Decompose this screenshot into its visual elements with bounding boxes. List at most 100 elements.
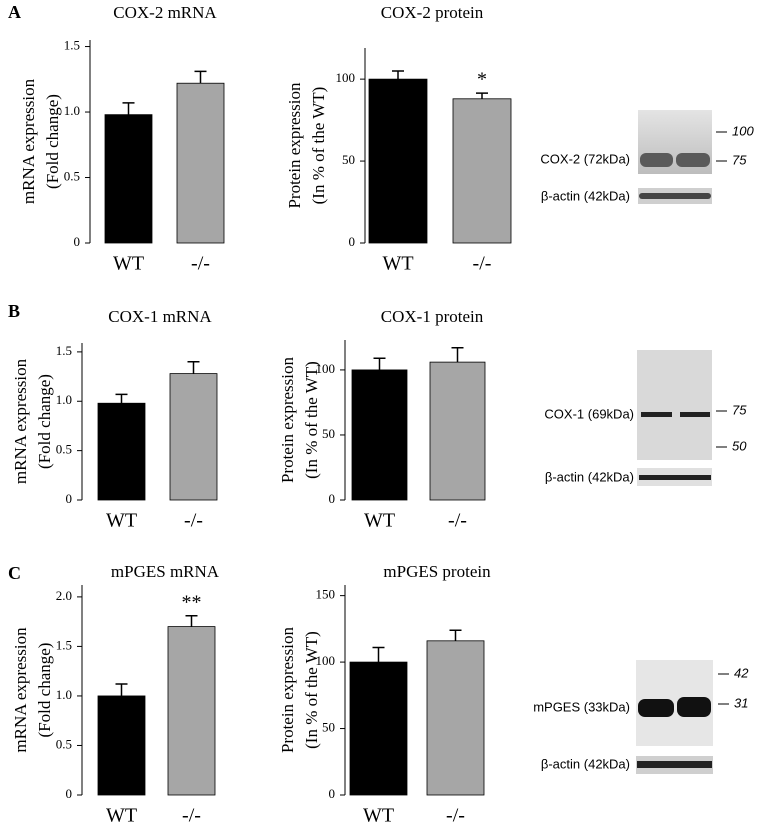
y-tick-label: 0.5 [64,169,80,184]
blot-label: β-actin (42kDa) [541,756,630,771]
y-axis-label: (Fold change) [43,94,62,189]
y-axis-label: Protein expression [278,356,297,483]
band [676,153,710,167]
y-tick-label: 0 [74,234,81,249]
y-tick-label: 0.5 [56,736,72,751]
error-bar [194,70,207,84]
y-axis-label: (Fold change) [35,643,54,738]
marker-label: 100 [732,123,754,138]
x-tick-label: WT [382,253,413,275]
y-tick-label: 0 [329,491,336,506]
x-tick-label: WT [364,510,395,532]
bar [167,626,216,796]
y-tick-label: 1.0 [56,392,72,407]
x-tick-label: -/- [184,510,203,532]
chart-title: COX-1 protein [381,307,484,326]
y-axis-label: mRNA expression [19,78,38,204]
y-axis-label: (Fold change) [35,374,54,469]
blot-label: β-actin (42kDa) [545,469,634,484]
y-tick-label: 150 [316,587,336,602]
y-axis-label: Protein expression [278,626,297,753]
significance: ** [182,591,202,613]
bar [97,402,146,501]
y-tick-label: 50 [342,152,355,167]
band [640,153,673,167]
error-bar [449,629,462,641]
y-axis-label: mRNA expression [11,627,30,753]
error-bar [373,357,386,370]
y-tick-label: 0 [66,491,73,506]
bar [97,695,146,796]
error-bar [115,683,128,696]
y-tick-label: 1.5 [64,38,80,53]
y-axis-label: Protein expression [285,82,304,209]
bar [426,640,485,796]
x-tick-label: WT [106,510,137,532]
error-bar [476,92,488,99]
blot-label: COX-2 (72kDa) [540,151,630,166]
x-tick-label: -/- [191,253,210,275]
y-tick-label: 0 [66,786,73,801]
y-axis-label: (In % of the WT) [302,361,321,479]
band [637,761,712,768]
bar [104,114,153,244]
y-tick-label: 1.5 [56,637,72,652]
x-tick-label: WT [106,805,137,827]
marker-label: 42 [734,665,749,680]
band [677,697,711,717]
bar [368,78,428,244]
y-axis-label: (In % of the WT) [309,87,328,205]
y-tick-label: 0.5 [56,442,72,457]
blot-label: COX-1 (69kDa) [544,406,634,421]
bar [429,361,486,501]
y-axis-label: (In % of the WT) [302,631,321,749]
blot [637,350,712,460]
panel-label: A [8,2,21,22]
chart-title: COX-1 mRNA [108,307,212,326]
bar [176,82,225,244]
chart-title: mPGES mRNA [111,562,220,581]
error-bar [451,347,464,363]
blot-label: β-actin (42kDa) [541,188,630,203]
panel-label: B [8,301,20,321]
x-tick-label: -/- [473,253,492,275]
error-bar [392,70,404,80]
bar [351,369,408,501]
x-tick-label: -/- [448,510,467,532]
y-axis-label: mRNA expression [11,358,30,484]
error-bar [187,361,200,374]
band [639,193,711,199]
chart-title: COX-2 protein [381,3,484,22]
error-bar [115,393,128,404]
error-bar [185,614,198,627]
x-tick-label: -/- [446,805,465,827]
y-tick-label: 50 [322,720,335,735]
band [638,699,674,717]
band [639,475,711,480]
error-bar [122,102,135,115]
chart-title: COX-2 mRNA [113,3,217,22]
x-tick-label: -/- [182,805,201,827]
y-tick-label: 1.0 [56,687,72,702]
y-tick-label: 1.5 [56,343,72,358]
y-tick-label: 100 [316,361,336,376]
y-tick-label: 0 [349,234,356,249]
chart-title: mPGES protein [383,562,491,581]
marker-label: 75 [732,152,747,167]
y-tick-label: 100 [316,653,336,668]
band [680,412,710,417]
x-tick-label: WT [113,253,144,275]
bar [452,98,512,244]
y-tick-label: 100 [336,70,356,85]
band [641,412,672,417]
bar [169,373,218,501]
bar [349,661,408,796]
panel-label: C [8,563,21,583]
y-tick-label: 0 [329,786,336,801]
y-tick-label: 50 [322,426,335,441]
marker-label: 50 [732,438,747,453]
significance: * [477,69,487,91]
x-tick-label: WT [363,805,394,827]
y-tick-label: 1.0 [64,103,80,118]
